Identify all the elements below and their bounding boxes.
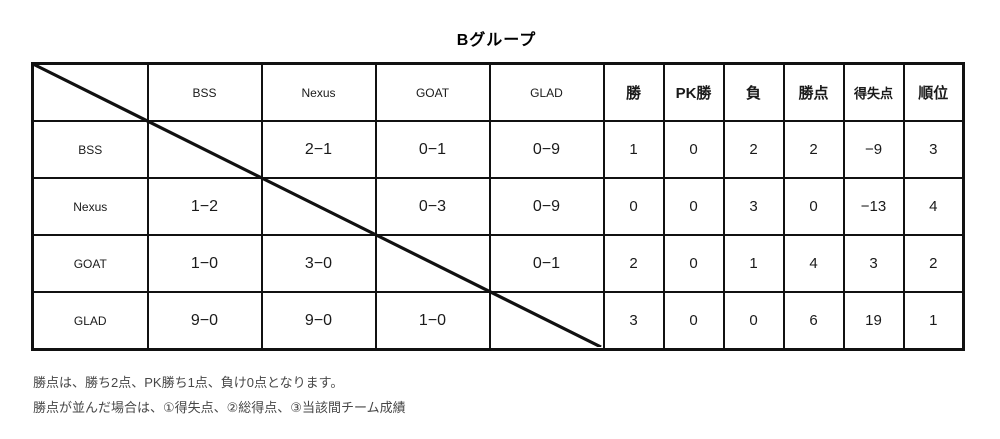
score-glad-vs-bss: 9−0 [146, 291, 263, 351]
corner-diagonal-cell [31, 62, 149, 122]
glad-losses: 0 [722, 291, 785, 351]
bss-losses: 2 [722, 120, 785, 179]
score-goat-vs-nexus: 3−0 [260, 234, 377, 293]
nexus-goal-diff: −13 [842, 177, 905, 236]
note-points-rule: 勝点は、勝ち2点、PK勝ち1点、負け0点となります。 [33, 375, 344, 390]
table-row-nexus: Nexus 1−2 0−3 0−9 0 0 3 0 −13 4 [31, 177, 965, 236]
score-bss-vs-glad: 0−9 [488, 120, 605, 179]
header-row: BSS Nexus GOAT GLAD 勝 PK勝 負 勝点 得失点 順位 [31, 62, 965, 122]
score-glad-vs-nexus: 9−0 [260, 291, 377, 351]
score-goat-vs-goat [374, 234, 491, 293]
header-rank: 順位 [902, 62, 965, 122]
header-points: 勝点 [782, 62, 845, 122]
goat-goal-diff: 3 [842, 234, 905, 293]
nexus-wins: 0 [602, 177, 665, 236]
header-team-goat: GOAT [374, 62, 491, 122]
bss-pk-wins: 0 [662, 120, 725, 179]
header-pk-wins: PK勝 [662, 62, 725, 122]
glad-pk-wins: 0 [662, 291, 725, 351]
footer-notes: 勝点は、勝ち2点、PK勝ち1点、負け0点となります。 勝点が並んだ場合は、①得失… [33, 370, 406, 420]
header-team-glad: GLAD [488, 62, 605, 122]
row-team-glad: GLAD [31, 291, 149, 351]
table-row-glad: GLAD 9−0 9−0 1−0 3 0 0 6 19 1 [31, 291, 965, 351]
score-goat-vs-glad: 0−1 [488, 234, 605, 293]
bss-points: 2 [782, 120, 845, 179]
bss-rank: 3 [902, 120, 965, 179]
table-row-goat: GOAT 1−0 3−0 0−1 2 0 1 4 3 2 [31, 234, 965, 293]
header-team-bss: BSS [146, 62, 263, 122]
row-team-nexus: Nexus [31, 177, 149, 236]
header-wins: 勝 [602, 62, 665, 122]
goat-wins: 2 [602, 234, 665, 293]
score-nexus-vs-nexus [260, 177, 377, 236]
score-bss-vs-goat: 0−1 [374, 120, 491, 179]
nexus-rank: 4 [902, 177, 965, 236]
page-title: Bグループ [456, 32, 537, 49]
bss-goal-diff: −9 [842, 120, 905, 179]
note-tiebreak-rule: 勝点が並んだ場合は、①得失点、②総得点、③当該間チーム成績 [33, 400, 406, 415]
glad-wins: 3 [602, 291, 665, 351]
goat-points: 4 [782, 234, 845, 293]
glad-goal-diff: 19 [842, 291, 905, 351]
score-glad-vs-glad [488, 291, 605, 351]
header-team-nexus: Nexus [260, 62, 377, 122]
nexus-points: 0 [782, 177, 845, 236]
score-nexus-vs-bss: 1−2 [146, 177, 263, 236]
group-table-wrap: BSS Nexus GOAT GLAD 勝 PK勝 負 勝点 得失点 順位 BS… [31, 62, 965, 351]
score-bss-vs-nexus: 2−1 [260, 120, 377, 179]
table-row-bss: BSS 2−1 0−1 0−9 1 0 2 2 −9 3 [31, 120, 965, 179]
group-b-table: BSS Nexus GOAT GLAD 勝 PK勝 負 勝点 得失点 順位 BS… [31, 62, 965, 351]
header-goal-diff: 得失点 [842, 62, 905, 122]
score-goat-vs-bss: 1−0 [146, 234, 263, 293]
glad-points: 6 [782, 291, 845, 351]
score-glad-vs-goat: 1−0 [374, 291, 491, 351]
nexus-pk-wins: 0 [662, 177, 725, 236]
goat-pk-wins: 0 [662, 234, 725, 293]
glad-rank: 1 [902, 291, 965, 351]
nexus-losses: 3 [722, 177, 785, 236]
header-losses: 負 [722, 62, 785, 122]
score-nexus-vs-goat: 0−3 [374, 177, 491, 236]
row-team-bss: BSS [31, 120, 149, 179]
score-nexus-vs-glad: 0−9 [488, 177, 605, 236]
score-bss-vs-bss [146, 120, 263, 179]
goat-losses: 1 [722, 234, 785, 293]
bss-wins: 1 [602, 120, 665, 179]
goat-rank: 2 [902, 234, 965, 293]
row-team-goat: GOAT [31, 234, 149, 293]
